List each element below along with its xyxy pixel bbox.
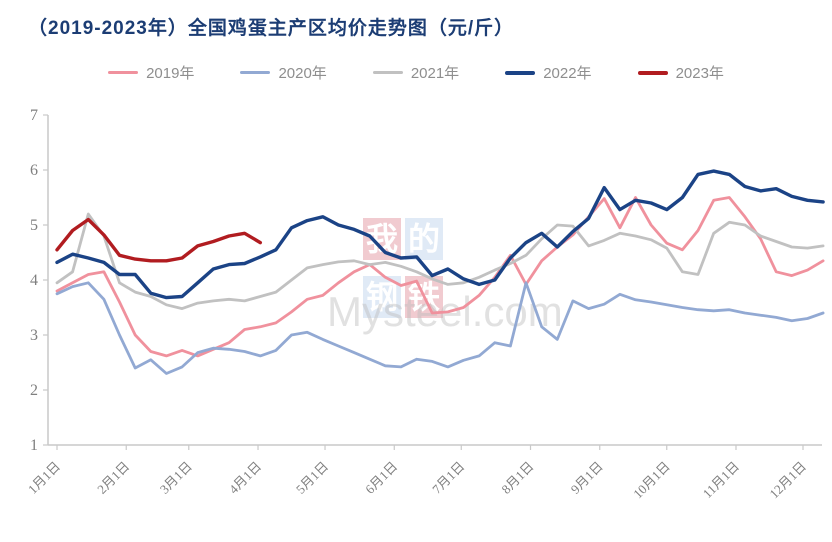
y-tick-label: 7	[30, 107, 38, 124]
watermark-char: 钢	[363, 276, 401, 318]
x-tick-label: 2月1日	[94, 459, 132, 497]
y-tick-label: 1	[30, 437, 38, 454]
x-tick-label: 7月1日	[429, 459, 467, 497]
x-tick-label: 9月1日	[568, 459, 606, 497]
legend-label: 2023年	[675, 65, 724, 82]
x-tick-label: 5月1日	[293, 459, 331, 497]
legend-item-2020: 2020年	[240, 62, 327, 83]
x-tick-label: 3月1日	[157, 459, 195, 497]
x-tick-label: 4月1日	[226, 459, 264, 497]
legend-swatch	[240, 71, 271, 74]
series-line-2019	[55, 196, 825, 358]
series-line-2023	[55, 217, 262, 263]
y-tick-label: 3	[30, 327, 38, 344]
legend-item-2022: 2022年	[505, 62, 592, 83]
chart-title: （2019-2023年）全国鸡蛋主产区均价走势图（元/斤）	[28, 18, 515, 39]
series-line-2022	[55, 169, 825, 300]
x-tick-label: 11月1日	[700, 459, 742, 501]
legend-label: 2020年	[278, 65, 327, 82]
legend-label: 2021年	[410, 65, 460, 82]
y-tick-label: 6	[30, 162, 38, 179]
series-line-2020	[55, 281, 825, 375]
legend-swatch	[505, 70, 536, 75]
x-tick-label: 10月1日	[630, 459, 673, 502]
legend-label: 2022年	[543, 65, 592, 82]
legend-swatch	[372, 71, 403, 74]
watermark-char: 的	[405, 218, 443, 260]
x-tick-label: 8月1日	[498, 459, 536, 497]
legend-label: 2019年	[146, 65, 195, 82]
legend-swatch	[108, 71, 139, 74]
x-tick-label: 6月1日	[362, 459, 400, 497]
x-tick-label: 12月1日	[766, 459, 809, 502]
watermark-logo: 我的钢铁	[363, 218, 443, 318]
y-tick-label: 4	[30, 272, 38, 289]
series-line-2021	[55, 212, 825, 311]
legend-item-2023: 2023年	[637, 62, 724, 83]
legend-item-2021: 2021年	[372, 62, 460, 83]
x-tick-label: 1月1日	[25, 459, 63, 497]
y-tick-label: 2	[30, 382, 38, 399]
y-tick-label: 5	[30, 217, 38, 234]
legend-swatch	[637, 70, 668, 75]
legend-item-2019: 2019年	[108, 62, 194, 83]
chart-legend: 2019年 2020年 2021年 2022年 2023年	[0, 62, 832, 83]
